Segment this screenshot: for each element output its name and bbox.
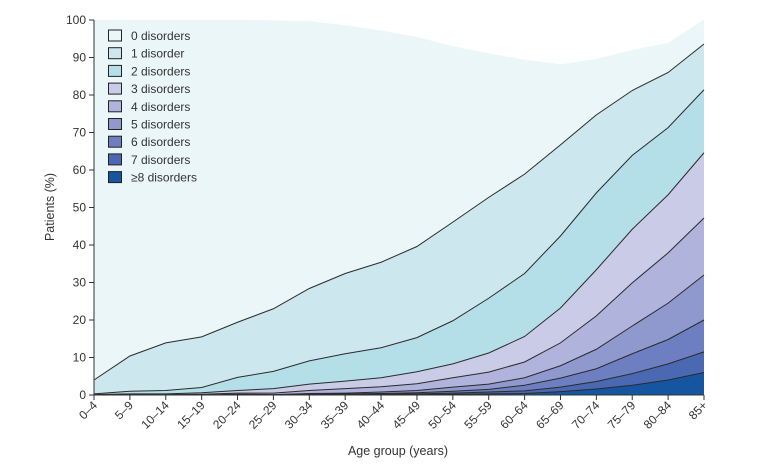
boundary-line-1: [93, 43, 705, 381]
x-tick-label: 20–24: [210, 398, 244, 432]
x-tick-label: 70–74: [569, 398, 603, 432]
legend-swatch: [108, 153, 122, 166]
y-tick-label: 60: [73, 163, 87, 177]
legend-item: 1 disorder: [108, 47, 184, 61]
y-tick-label: 10: [73, 351, 87, 365]
legend-item: 4 disorders: [108, 100, 190, 114]
legend-item: 6 disorders: [108, 135, 190, 149]
area-3-disorders: [94, 152, 704, 395]
y-tick-label: 0: [79, 388, 86, 402]
legend-swatch: [108, 47, 122, 60]
legend-label: 4 disorders: [131, 100, 190, 114]
legend-swatch: [108, 118, 122, 130]
legend-swatch: [108, 82, 122, 95]
legend-label: 7 disorders: [131, 153, 190, 167]
legend: 0 disorders 1 disorder 2 disorders 3 disord…: [108, 29, 197, 185]
area-1-disorder: [94, 44, 704, 394]
x-tick-label: 55–59: [461, 398, 495, 432]
legend-item: 5 disorders: [108, 118, 190, 132]
x-tick-label: 65–69: [533, 398, 567, 432]
y-axis-ticks: 0 10 20 30 40 50 60 70 80 90 100: [66, 13, 94, 402]
area-2-disorders: [94, 89, 704, 395]
boundary-line-4: [93, 217, 705, 396]
y-tick-label: 30: [73, 276, 87, 290]
legend-item: 3 disorders: [108, 82, 190, 96]
legend-swatch: [108, 135, 122, 148]
y-tick-label: 20: [73, 313, 87, 327]
y-tick-label: 50: [73, 201, 87, 215]
x-tick-label: 15–19: [174, 398, 208, 432]
x-tick-label: 35–39: [318, 398, 352, 432]
y-tick-label: 100: [66, 13, 86, 27]
x-tick-label: 5–9: [112, 398, 136, 422]
legend-label: 3 disorders: [131, 82, 190, 96]
legend-swatch: [108, 100, 122, 113]
y-tick-label: 70: [73, 126, 87, 140]
x-tick-label: 25–29: [246, 398, 280, 432]
x-tick-label: 60–64: [497, 398, 531, 432]
legend-swatch: [108, 29, 122, 42]
legend-item: 0 disorders: [108, 29, 190, 43]
legend-label: ≥8 disorders: [131, 171, 197, 185]
legend-swatch: [108, 64, 122, 77]
legend-swatch: [108, 171, 122, 184]
area-0-disorders: [94, 19, 704, 380]
x-tick-label: 75–79: [605, 398, 639, 432]
x-axis-title: Age group (years): [348, 444, 448, 458]
boundary-line-3: [93, 152, 705, 396]
x-tick-label: 80–84: [641, 398, 675, 432]
y-tick-label: 80: [73, 88, 87, 102]
boundary-line-2: [93, 89, 705, 395]
legend-label: 5 disorders: [131, 118, 190, 132]
legend-item: ≥8 disorders: [108, 171, 197, 185]
legend-label: 0 disorders: [131, 29, 190, 43]
x-tick-label: 10–14: [138, 398, 172, 432]
x-tick-label: 85+: [686, 398, 710, 422]
y-axis-title: Patients (%): [43, 173, 57, 241]
area-4-disorders: [94, 218, 704, 395]
legend-label: 2 disorders: [131, 64, 190, 78]
x-tick-label: 40–44: [354, 398, 388, 432]
x-tick-label: 50–54: [425, 398, 459, 432]
legend-label: 1 disorder: [131, 47, 184, 61]
legend-label: 6 disorders: [131, 135, 190, 149]
area-series-group: [94, 19, 704, 395]
x-tick-label: 30–34: [282, 398, 316, 432]
x-tick-label: 45–49: [390, 398, 424, 432]
y-tick-label: 40: [73, 238, 87, 252]
legend-item: 2 disorders: [108, 64, 190, 78]
legend-item: 7 disorders: [108, 153, 190, 167]
area--8-disorders: [94, 372, 704, 395]
x-axis-ticks: 0–4 5–9 10–14 15–19 20–24 25–29 30–34 35–39 40–4…: [76, 395, 710, 432]
y-tick-label: 90: [73, 51, 87, 65]
